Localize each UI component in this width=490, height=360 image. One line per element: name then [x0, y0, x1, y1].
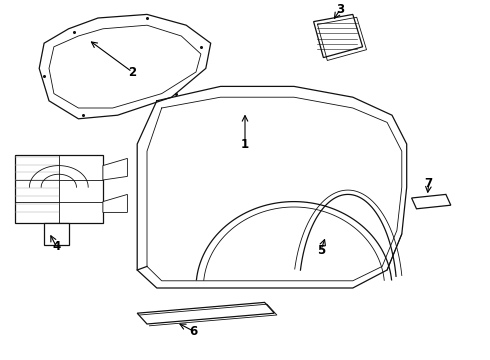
Polygon shape: [49, 25, 201, 108]
Polygon shape: [44, 223, 69, 245]
Text: 4: 4: [52, 240, 60, 253]
Text: 1: 1: [241, 138, 249, 150]
Text: 6: 6: [190, 325, 197, 338]
Polygon shape: [15, 155, 103, 223]
Polygon shape: [314, 14, 363, 58]
Polygon shape: [137, 302, 274, 324]
Text: 2: 2: [128, 66, 136, 78]
Text: 5: 5: [317, 244, 325, 257]
Text: 3: 3: [337, 3, 344, 15]
Polygon shape: [103, 194, 127, 212]
Polygon shape: [103, 158, 127, 180]
Polygon shape: [412, 194, 451, 209]
Polygon shape: [39, 14, 211, 119]
Text: 7: 7: [425, 177, 433, 190]
